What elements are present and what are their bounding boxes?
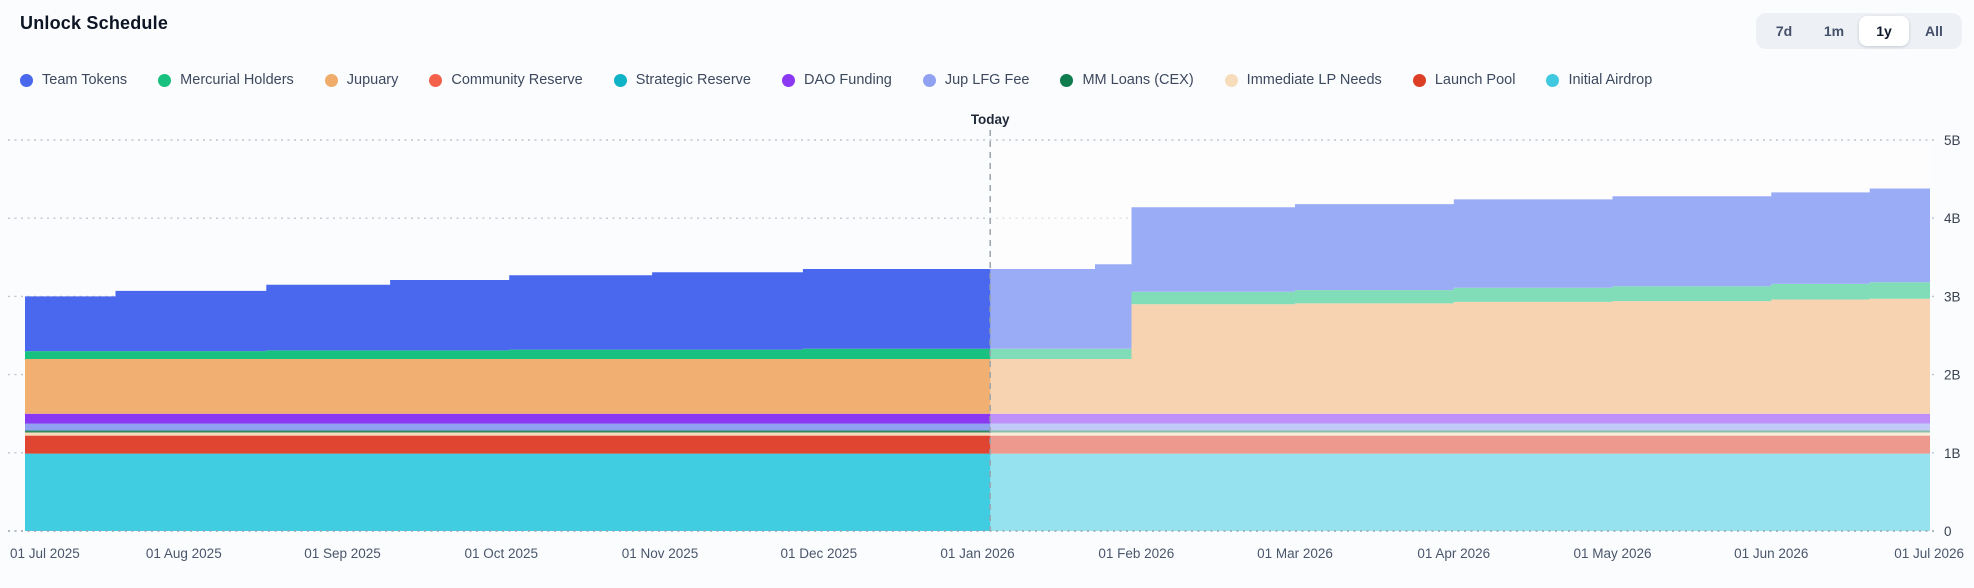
y-axis-label: 1B [1944, 446, 1961, 461]
y-axis-label: 5B [1944, 133, 1961, 148]
x-axis-label: 01 Dec 2025 [781, 546, 858, 561]
x-axis-label: 01 Jun 2026 [1734, 546, 1808, 561]
area-jup-lfg-fee [25, 423, 1930, 431]
legend-item-community-reserve[interactable]: Community Reserve [429, 72, 583, 88]
x-axis-label: 01 Apr 2026 [1417, 546, 1490, 561]
page-title: Unlock Schedule [20, 13, 169, 33]
legend-dot-strategic-reserve [613, 73, 627, 87]
area-dao-funding [25, 413, 1930, 424]
legend-dot-launch-pool [1412, 73, 1426, 87]
x-axis-label: 01 Feb 2026 [1098, 546, 1174, 561]
legend-label: Strategic Reserve [635, 72, 751, 88]
x-axis-label: 01 May 2026 [1573, 546, 1651, 561]
chart-area[interactable]: Today 0 1B 2B 3B 4B 5B 01 Jul 2025 01 Aug 2025 01… [0, 110, 1974, 588]
legend-item-mercurial-holders[interactable]: Mercurial Holders [158, 72, 294, 88]
x-axis-label: 01 Jan 2026 [940, 546, 1014, 561]
legend-dot-community-reserve [429, 73, 443, 87]
legend-item-dao-funding[interactable]: DAO Funding [781, 72, 892, 88]
y-axis-label: 2B [1944, 368, 1961, 383]
y-axis-label: 4B [1944, 211, 1961, 226]
legend-item-team-tokens[interactable]: Team Tokens [20, 72, 127, 88]
area-mercurial-holders [25, 282, 1930, 359]
x-axis-label: 01 Mar 2026 [1257, 546, 1333, 561]
range-button-1y[interactable]: 1y [1859, 16, 1909, 46]
legend-label: Launch Pool [1434, 72, 1516, 88]
legend-label: Initial Airdrop [1568, 72, 1653, 88]
legend-item-immediate-lp-needs[interactable]: Immediate LP Needs [1224, 72, 1382, 88]
legend-label: DAO Funding [803, 72, 892, 88]
legend-dot-jup-lfg-fee [922, 73, 936, 87]
legend-label: Community Reserve [451, 72, 583, 88]
y-axis-label: 0 [1944, 524, 1952, 539]
area-mm-loans-cex [25, 430, 1930, 433]
legend-item-strategic-reserve[interactable]: Strategic Reserve [613, 72, 751, 88]
area-initial-airdrop [25, 453, 1930, 531]
future-fade-overlay [990, 144, 1930, 531]
legend-item-jupuary[interactable]: Jupuary [324, 72, 399, 88]
area-immediate-lp-needs [25, 432, 1930, 436]
x-axis-label: 01 Aug 2025 [146, 546, 222, 561]
legend-item-launch-pool[interactable]: Launch Pool [1412, 72, 1516, 88]
legend-dot-team-tokens [20, 73, 33, 87]
x-axis-label: 01 Jul 2026 [1894, 546, 1964, 561]
range-button-1m[interactable]: 1m [1809, 16, 1859, 46]
legend-label: Jupuary [346, 72, 399, 88]
legend-label: Immediate LP Needs [1246, 72, 1382, 88]
area-jupuary [25, 298, 1930, 414]
legend-dot-mm-loans-cex [1060, 73, 1074, 87]
x-axis-label: 01 Nov 2025 [622, 546, 699, 561]
legend-label: MM Loans (CEX) [1082, 72, 1194, 88]
range-button-all[interactable]: All [1909, 16, 1959, 46]
legend-dot-immediate-lp-needs [1224, 73, 1238, 87]
legend-item-mm-loans-cex[interactable]: MM Loans (CEX) [1060, 72, 1194, 88]
today-label: Today [971, 112, 1010, 127]
range-selector: 7d 1m 1y All [1756, 13, 1962, 49]
x-axis-label: 01 Oct 2025 [465, 546, 539, 561]
legend-dot-initial-airdrop [1546, 73, 1560, 87]
chart-legend: Team Tokens Mercurial Holders Jupuary Commu… [20, 72, 1964, 88]
area-team-tokens [25, 188, 1930, 352]
legend-label: Team Tokens [42, 72, 128, 88]
legend-item-initial-airdrop[interactable]: Initial Airdrop [1546, 72, 1652, 88]
x-axis-label: 01 Sep 2025 [304, 546, 381, 561]
x-axis-label: 01 Jul 2025 [10, 546, 80, 561]
unlock-schedule-chart[interactable]: Today 0 1B 2B 3B 4B 5B 01 Jul 2025 01 Aug 2025 01… [0, 110, 1974, 588]
y-axis-label: 3B [1944, 289, 1961, 304]
area-launch-pool [25, 435, 1930, 454]
legend-label: Mercurial Holders [180, 72, 294, 88]
legend-dot-jupuary [324, 73, 338, 87]
legend-label: Jup LFG Fee [944, 72, 1030, 88]
legend-dot-dao-funding [781, 73, 795, 87]
legend-dot-mercurial-holders [158, 73, 172, 87]
range-button-7d[interactable]: 7d [1759, 16, 1809, 46]
legend-item-jup-lfg-fee[interactable]: Jup LFG Fee [922, 72, 1030, 88]
